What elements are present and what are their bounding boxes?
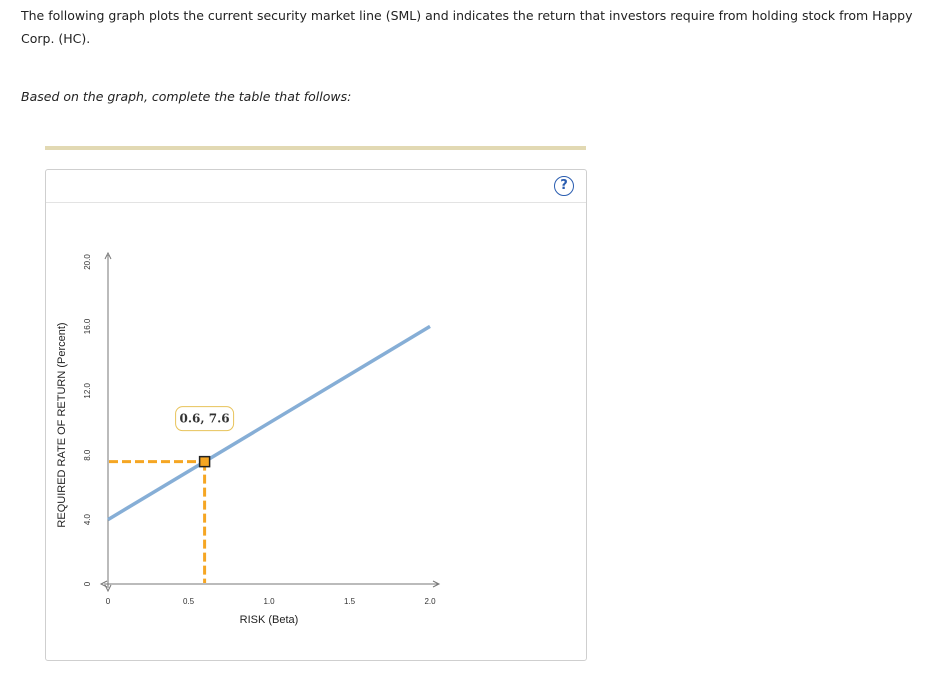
sml-chart: 0 4.0 8.0 12.0 16.0 20.0 0 0.5 1.0 1.5 2.0 RISK (Be… [56, 251, 441, 626]
y-axis-arrow [104, 251, 112, 260]
y-tick-label: 8.0 [83, 449, 92, 461]
y-tick-label: 4.0 [83, 513, 92, 525]
section-divider [45, 146, 586, 150]
y-tick-label: 20.0 [83, 254, 92, 270]
x-axis-title: RISK (Beta) [240, 614, 299, 626]
y-axis-bottom-arrow [104, 584, 112, 593]
x-tick-label: 0 [106, 597, 111, 606]
x-axis-arrow [432, 580, 441, 588]
highlight-point-marker [198, 455, 211, 468]
point-label: 0.6, 7.6 [180, 412, 230, 426]
x-tick-label: 1.5 [344, 597, 356, 606]
x-tick-label: 2.0 [424, 597, 436, 606]
y-axis-title: REQUIRED RATE OF RETURN (Percent) [56, 322, 68, 527]
question-intro: The following graph plots the current se… [21, 8, 913, 46]
x-tick-label: 0.5 [183, 597, 195, 606]
y-tick-label: 0 [83, 581, 92, 586]
graph-panel-header: ? [46, 170, 586, 203]
graph-panel: ? 0 4.0 8.0 12.0 16.0 20.0 0 0.5 1.0 1.5 2.0 RISK (… [45, 169, 587, 661]
question-instruction: Based on the graph, complete the table t… [21, 89, 352, 104]
y-tick-label: 12.0 [83, 382, 92, 398]
help-icon[interactable]: ? [554, 176, 574, 196]
point-label-box [175, 406, 235, 432]
x-tick-label: 1.0 [263, 597, 275, 606]
y-tick-label: 16.0 [83, 318, 92, 334]
sml-line [107, 324, 431, 522]
